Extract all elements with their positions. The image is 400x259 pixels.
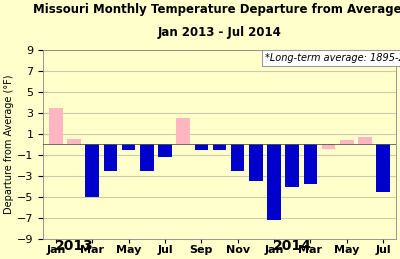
Text: 2014: 2014 — [273, 239, 312, 253]
Bar — [358, 137, 372, 145]
Text: 2013: 2013 — [55, 239, 94, 253]
Bar — [194, 145, 208, 150]
Bar — [249, 145, 263, 181]
Bar — [176, 118, 190, 145]
Bar — [158, 145, 172, 157]
Text: Missouri Monthly Temperature Departure from Average*: Missouri Monthly Temperature Departure f… — [32, 3, 400, 16]
Bar — [267, 145, 281, 220]
Bar — [285, 145, 299, 186]
Y-axis label: Departure from Average (°F): Departure from Average (°F) — [4, 75, 14, 214]
Bar — [213, 145, 226, 150]
Bar — [340, 140, 354, 145]
Bar — [104, 145, 117, 171]
Bar — [86, 145, 99, 197]
Bar — [376, 145, 390, 192]
Bar — [304, 145, 317, 184]
Text: *Long-term average: 1895-2010: *Long-term average: 1895-2010 — [265, 53, 400, 63]
Bar — [122, 145, 136, 150]
Bar — [140, 145, 154, 171]
Bar — [67, 139, 81, 145]
Bar — [231, 145, 244, 171]
Text: Jan 2013 - Jul 2014: Jan 2013 - Jul 2014 — [158, 26, 282, 39]
Bar — [49, 107, 63, 145]
Bar — [322, 145, 335, 149]
